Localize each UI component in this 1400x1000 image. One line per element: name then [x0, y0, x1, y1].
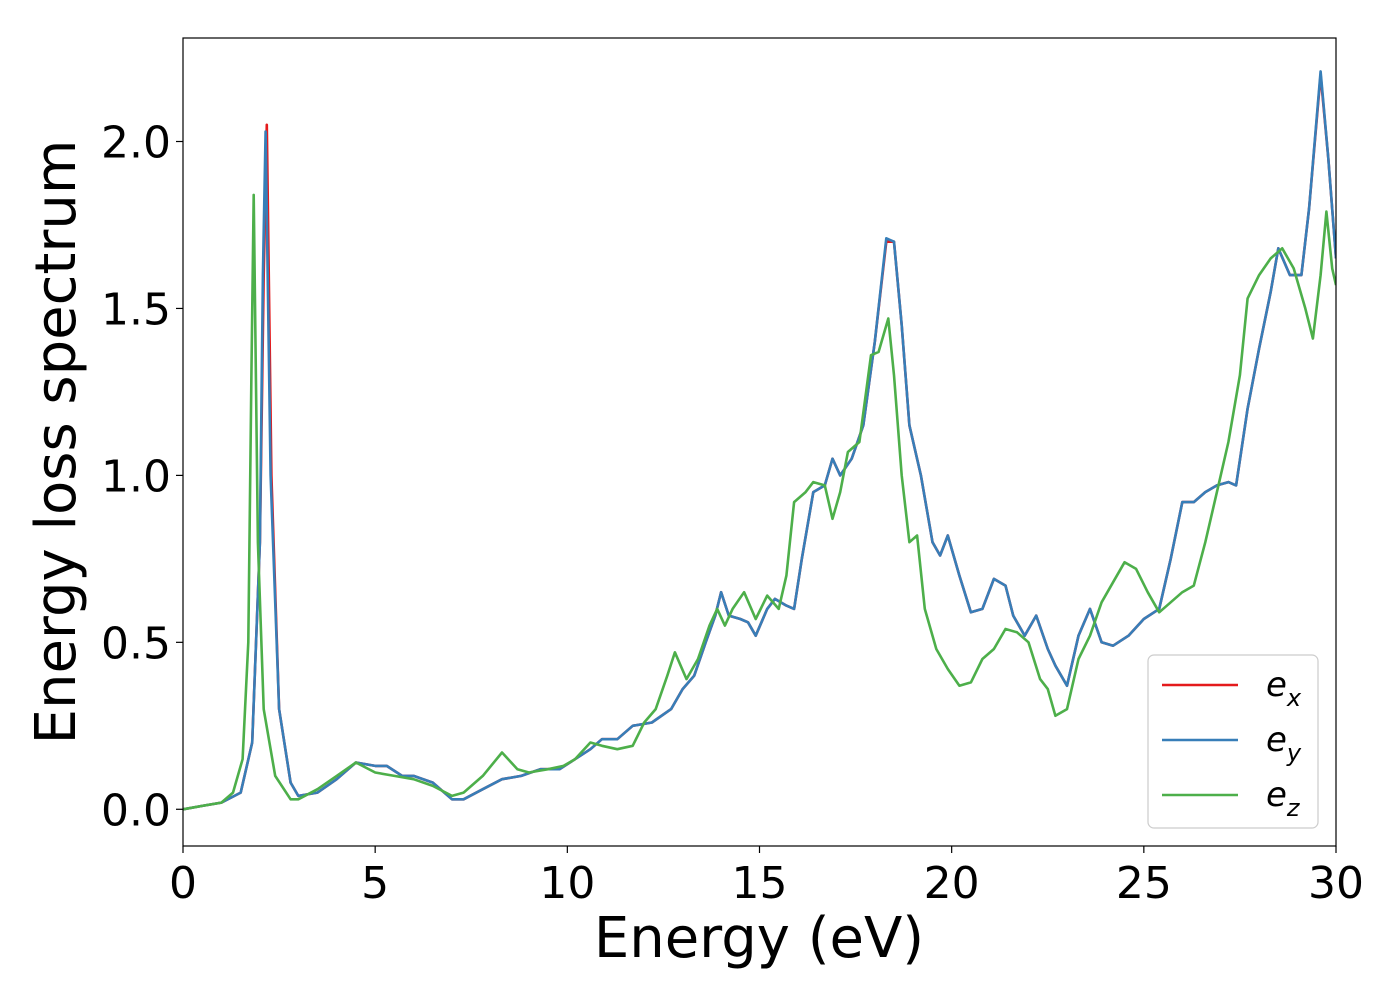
legend-label: ex — [1266, 665, 1302, 712]
legend-label-subscript: x — [1286, 684, 1302, 712]
legend-label: ez — [1266, 775, 1301, 822]
series-line-e-y — [183, 70, 1336, 811]
x-tick-label: 5 — [361, 858, 389, 909]
series-layer — [183, 70, 1336, 811]
legend-label-main: e — [1266, 665, 1287, 705]
x-tick-label: 20 — [924, 858, 980, 909]
y-tick-label: 2.0 — [101, 118, 171, 169]
legend-box — [1147, 654, 1319, 829]
legend-label-main: e — [1266, 720, 1287, 760]
plot-background — [183, 38, 1336, 846]
legend-label-subscript: z — [1286, 794, 1301, 822]
x-axis-label: Energy (eV) — [594, 906, 924, 971]
x-tick-label: 15 — [732, 858, 788, 909]
series-line-e-z — [183, 193, 1336, 811]
y-axis: 0.0 0.5 1.0 1.5 2.0 — [101, 118, 183, 836]
legend-label: ey — [1266, 720, 1302, 767]
x-tick-label: 30 — [1308, 858, 1364, 909]
y-tick-label: 1.0 — [101, 451, 171, 502]
y-tick-label: 1.5 — [101, 284, 171, 335]
y-tick-label: 0.0 — [101, 785, 171, 836]
y-axis-label: Energy loss spectrum — [24, 140, 89, 745]
legend-label-main: e — [1266, 775, 1287, 815]
y-tick-label: 0.5 — [101, 618, 171, 669]
x-tick-label: 0 — [169, 858, 197, 909]
x-tick-label: 10 — [539, 858, 595, 909]
x-axis: 0 5 10 15 20 25 30 — [169, 846, 1364, 909]
legend-label-subscript: y — [1286, 739, 1302, 767]
x-tick-label: 25 — [1116, 858, 1172, 909]
